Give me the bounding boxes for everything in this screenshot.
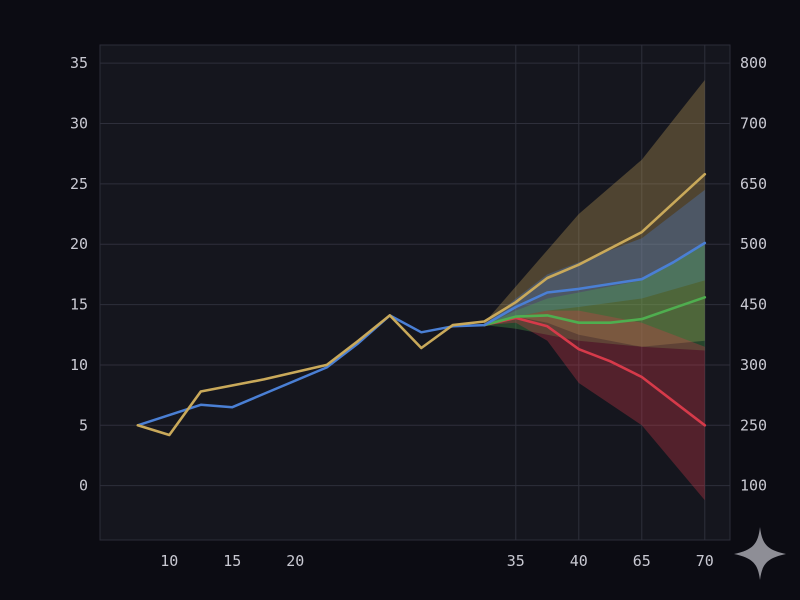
y-left-tick-label: 5: [79, 416, 88, 434]
y-right-tick-label: 500: [740, 235, 767, 253]
series-line-2: [483, 296, 707, 327]
y-right-tick-label: 700: [740, 114, 767, 132]
y-left-tick-label: 30: [70, 114, 88, 132]
y-right-tick-label: 300: [740, 356, 767, 374]
y-left-tick-label: 15: [70, 296, 88, 314]
tick-labels: 0 100 5 250 10 300 15 450 20 500 25 650 30 700 35 800 10…: [70, 54, 767, 570]
grid: [100, 45, 730, 540]
confidence-band-0: [484, 80, 705, 347]
y-right-tick-label: 450: [740, 296, 767, 314]
series-line-1: [483, 241, 707, 327]
y-right-tick-label: 100: [740, 477, 767, 495]
series-line-3: [483, 316, 707, 427]
y-left-tick-label: 10: [70, 356, 88, 374]
series-line-0: [136, 172, 707, 437]
history-line: [137, 314, 485, 427]
plot-area: [99, 44, 731, 541]
confidence-band-3: [484, 310, 705, 501]
y-left-tick-label: 0: [79, 477, 88, 495]
y-right-tick-label: 250: [740, 416, 767, 434]
x-tick-label: 20: [286, 552, 304, 570]
x-tick-label: 35: [507, 552, 525, 570]
x-tick-label: 65: [633, 552, 651, 570]
series-lines: [136, 172, 707, 437]
y-left-tick-label: 35: [70, 54, 88, 72]
y-left-tick-label: 25: [70, 175, 88, 193]
x-tick-label: 15: [223, 552, 241, 570]
sparkle-icon: [734, 527, 786, 580]
y-right-tick-label: 800: [740, 54, 767, 72]
x-tick-label: 40: [570, 552, 588, 570]
y-right-tick-label: 650: [740, 175, 767, 193]
x-tick-label: 70: [696, 552, 714, 570]
x-tick-label: 10: [160, 552, 178, 570]
y-left-tick-label: 20: [70, 235, 88, 253]
